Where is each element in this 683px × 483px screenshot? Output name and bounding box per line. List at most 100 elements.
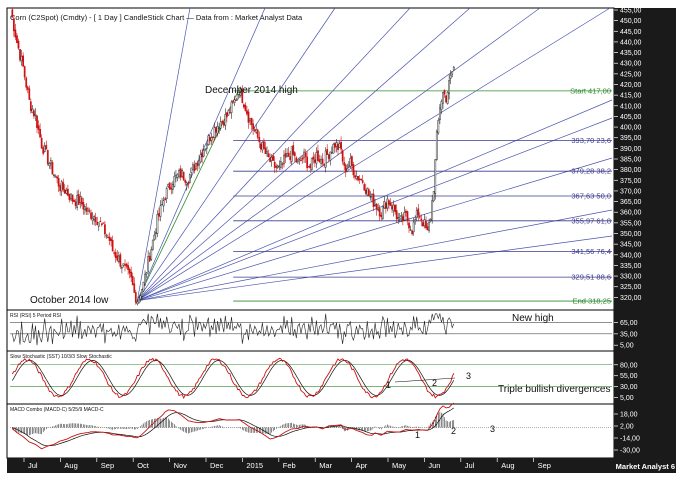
candle-body [397,217,400,220]
candle-body [224,114,227,126]
candle-body [94,217,97,222]
candle-body [202,149,205,157]
candle-body [375,204,378,210]
fan-line [137,7,541,301]
price-axis: 455,00 450,00 445,00 440,00 435,00 430,00 425,… [614,8,642,302]
candle-body [358,178,361,180]
candle-body [14,29,17,38]
candle-body [312,156,315,160]
candle-body [184,180,187,183]
price-tick-label: 370,00 [620,188,642,195]
candle-body [142,281,145,292]
candle-body [128,269,131,274]
fib-label: End 318,25 [573,297,611,306]
price-tick-label: 360,00 [620,210,642,217]
candle-body [114,252,117,259]
price-tick-label: 365,00 [620,199,642,206]
candle-body [344,164,347,173]
candle-body [107,236,109,239]
candle-body [360,178,363,181]
candle-body [298,157,301,160]
price-tick-label: 340,00 [620,252,642,259]
fib-label: 329,51 88,6 [571,273,611,282]
candle-body [56,176,58,179]
candle-body [151,239,154,251]
time-tick-label: Jul [465,461,475,470]
indicator-tick-label: -30,00 [620,448,640,455]
candle-body [400,215,403,217]
candle-body [54,176,57,178]
indicator-tick-label: 65,00 [620,320,638,327]
candle-body [65,190,68,194]
candle-body [446,92,449,104]
candle-body [442,92,444,104]
candle-body [238,93,241,96]
price-tick-label: 375,00 [620,178,642,185]
candle-body [323,163,325,166]
candle-body [22,55,24,67]
candle-body [136,301,139,305]
candle-body [116,255,119,261]
candle-body [59,185,62,192]
candle-body [334,143,336,148]
candle-body [422,222,424,227]
watermark: Market Analyst 6 [616,462,675,471]
candle-body [226,112,228,118]
candle-body [130,271,133,278]
candle-body [192,164,194,171]
price-tick-label: 395,00 [620,135,642,142]
candle-body [255,129,258,133]
candle-body [70,193,72,199]
candle-body [209,136,211,142]
candle-body [23,66,26,78]
fib-label: 367,63 50,0 [571,191,611,200]
candle-body [267,153,270,157]
candle-body [148,256,151,262]
candle-body [364,189,367,194]
candle-body [303,151,305,158]
candle-body [127,265,129,270]
candle-body [179,168,182,178]
candle-body [244,104,247,111]
chart-frame [6,7,615,459]
divergence-marker: 3 [490,424,495,434]
candle-body [178,170,180,177]
candle-body [46,150,49,165]
candle-body [145,272,148,275]
candle-body [391,205,393,210]
candle-body [295,157,298,163]
candle-body [242,104,245,108]
candle-body [176,174,179,178]
candle-body [335,142,338,147]
candle-body [155,232,157,235]
stoch-k-line [11,357,455,400]
fib-label: 393,70 23,6 [571,136,611,145]
candle-body [108,236,111,241]
macd-line [12,402,455,450]
macd-panel: 18,00 2,00 -14,00 -30,00 1 2 3 [10,402,640,455]
candle-body [366,188,369,196]
candle-body [417,208,420,216]
candle-body [388,200,390,205]
candle-body [426,226,429,231]
indicator-tick-label: 35,00 [620,331,638,338]
candle-body [440,101,443,110]
fib-label: 341,56 76,4 [571,247,611,256]
candle-body [141,289,143,297]
candle-body [389,202,392,206]
candle-body [371,194,373,197]
candle-body [292,145,295,155]
candle-body [195,163,197,170]
candle-body [317,150,319,161]
candle-body [423,219,426,226]
candle-body [297,159,299,163]
candle-body [435,131,438,160]
time-tick-label: 2015 [246,461,263,470]
candle-body [278,165,281,168]
candle-body [87,208,89,212]
candle-body [272,155,275,161]
candle-body [198,159,200,166]
candle-body [34,113,37,116]
price-tick-label: 415,00 [620,93,642,100]
candle-body [201,152,204,158]
